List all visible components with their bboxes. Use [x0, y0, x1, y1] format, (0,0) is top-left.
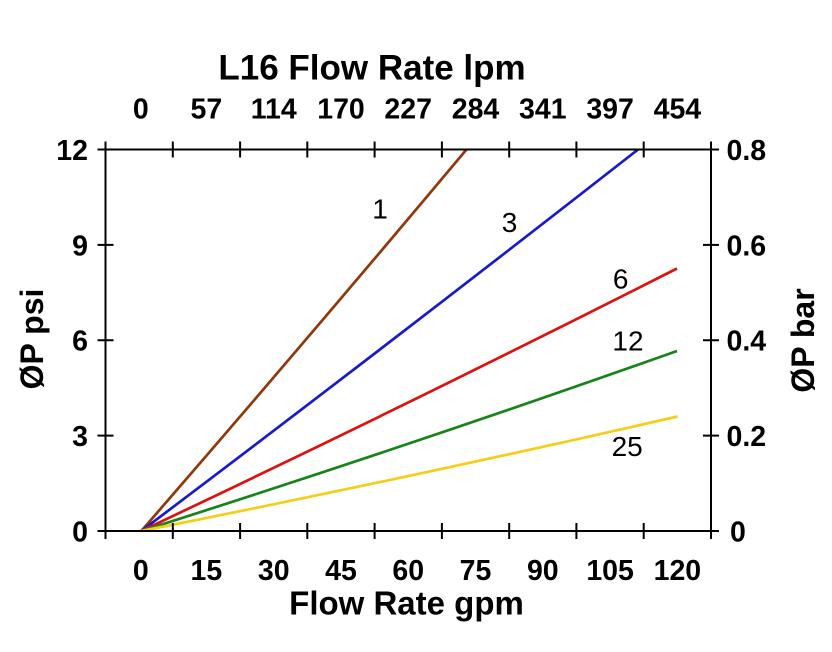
- svg-text:1: 1: [372, 194, 388, 225]
- svg-text:6: 6: [72, 326, 88, 358]
- svg-text:ØP psi: ØP psi: [14, 289, 50, 390]
- svg-text:454: 454: [654, 93, 702, 125]
- svg-text:Flow Rate gpm: Flow Rate gpm: [289, 585, 524, 622]
- svg-text:ØP bar: ØP bar: [785, 288, 821, 392]
- svg-text:341: 341: [519, 93, 567, 125]
- svg-text:75: 75: [460, 555, 492, 587]
- svg-text:0.2: 0.2: [727, 421, 767, 453]
- svg-text:397: 397: [586, 93, 634, 125]
- svg-text:57: 57: [191, 93, 223, 125]
- svg-text:114: 114: [251, 93, 297, 125]
- svg-text:L16 Flow Rate lpm: L16 Flow Rate lpm: [218, 49, 525, 88]
- svg-text:227: 227: [384, 93, 432, 125]
- svg-text:25: 25: [612, 431, 643, 462]
- svg-text:15: 15: [191, 555, 223, 587]
- svg-text:3: 3: [502, 207, 518, 238]
- svg-text:0.4: 0.4: [727, 326, 767, 358]
- svg-text:120: 120: [654, 555, 702, 587]
- svg-text:3: 3: [72, 421, 88, 453]
- svg-text:30: 30: [258, 555, 290, 587]
- svg-text:0: 0: [133, 555, 149, 587]
- svg-text:6: 6: [613, 264, 629, 295]
- svg-text:90: 90: [527, 555, 559, 587]
- svg-text:105: 105: [586, 555, 634, 587]
- svg-text:12: 12: [56, 135, 88, 167]
- svg-text:0.6: 0.6: [727, 230, 767, 262]
- svg-text:0: 0: [730, 516, 746, 548]
- svg-text:12: 12: [612, 325, 643, 356]
- svg-text:0: 0: [133, 93, 149, 125]
- svg-text:0: 0: [72, 516, 88, 548]
- svg-text:60: 60: [392, 555, 424, 587]
- svg-text:0.8: 0.8: [727, 135, 767, 167]
- svg-text:9: 9: [72, 230, 88, 262]
- svg-text:284: 284: [452, 93, 500, 125]
- svg-text:170: 170: [317, 93, 365, 125]
- svg-text:45: 45: [325, 555, 357, 587]
